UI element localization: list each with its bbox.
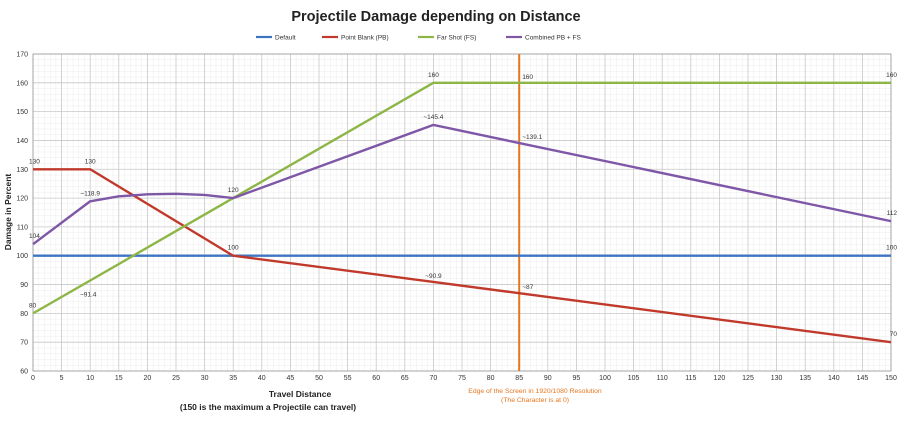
x-tick-label: 30 [201, 375, 209, 382]
x-tick-label: 40 [258, 375, 266, 382]
x-tick-label: 90 [544, 375, 552, 382]
y-tick-label: 160 [16, 80, 28, 87]
x-tick-label: 115 [685, 375, 696, 382]
x-tick-label: 110 [657, 375, 668, 382]
data-label: ~87 [522, 284, 533, 291]
legend-label: Far Shot (FS) [437, 35, 476, 42]
data-label: 112 [887, 210, 898, 217]
y-tick-label: 120 [16, 196, 28, 203]
x-tick-label: 45 [287, 375, 295, 382]
x-tick-label: 10 [86, 375, 94, 382]
y-tick-label: 70 [20, 340, 28, 347]
data-label: 70 [890, 331, 898, 338]
x-tick-label: 20 [144, 375, 152, 382]
x-tick-label: 145 [857, 375, 869, 382]
x-tick-label: 60 [372, 375, 380, 382]
x-tick-label: 95 [573, 375, 581, 382]
data-label: 100 [886, 245, 897, 252]
series-line-4 [32, 123, 892, 246]
series-line-3 [32, 81, 891, 315]
data-label: 160 [428, 72, 439, 79]
x-tick-label: 25 [172, 375, 180, 382]
x-tick-label: 0 [31, 375, 35, 382]
plot-border [32, 53, 892, 372]
legend-label: Default [275, 35, 296, 42]
data-label: 100 [228, 245, 239, 252]
data-label: 160 [522, 74, 533, 81]
data-label: ~145.4 [423, 114, 443, 121]
data-labels: 130 130 ~118.9 104 ~91.4 80 120 100 160 ~145.4 ~90… [29, 72, 897, 338]
y-tick-label: 130 [16, 167, 28, 174]
y-tick-label: 170 [16, 52, 28, 59]
data-label: ~90.9 [425, 273, 442, 280]
x-tick-label: 140 [828, 375, 840, 382]
data-label: ~139.1 [522, 134, 542, 141]
grid [32, 53, 892, 372]
x-tick-label: 105 [628, 375, 640, 382]
x-tick-label: 150 [885, 375, 897, 382]
series-lines [32, 54, 892, 371]
legend: Default Point Blank (PB) Far Shot (FS) Comb… [256, 35, 581, 42]
x-tick-label: 5 [60, 375, 64, 382]
y-tick-label: 110 [17, 224, 28, 231]
x-tick-label: 100 [599, 375, 611, 382]
x-tick-label: 125 [742, 375, 754, 382]
y-tick-label: 140 [16, 138, 28, 145]
data-label: 80 [29, 302, 37, 309]
y-tick-label: 100 [16, 253, 28, 260]
y-tick-label: 150 [16, 109, 28, 116]
series-line-2 [33, 168, 892, 344]
axis-ticks: 0 5 10 15 20 25 30 35 40 45 50 55 60 65 70 75 80 85 90 95 10… [16, 52, 897, 383]
data-label: 130 [85, 158, 96, 165]
x-tick-label: 15 [115, 375, 123, 382]
y-tick-label: 90 [20, 282, 28, 289]
x-tick-label: 35 [229, 375, 237, 382]
y-tick-label: 60 [20, 369, 28, 376]
data-label: 104 [29, 233, 40, 240]
x-tick-label: 50 [315, 375, 323, 382]
legend-label: Combined PB + FS [525, 35, 581, 42]
y-axis-title: Damage in Percent [3, 174, 13, 251]
x-tick-label: 75 [458, 375, 466, 382]
x-axis-title: Travel Distance [269, 389, 332, 399]
y-tick-label: 80 [20, 311, 28, 318]
data-label: 130 [29, 158, 40, 165]
marker-label-line2: (The Character is at 0) [501, 397, 569, 404]
data-label: ~118.9 [80, 190, 100, 197]
data-label: ~91.4 [80, 292, 97, 299]
data-label: 160 [886, 72, 897, 79]
x-tick-label: 130 [771, 375, 783, 382]
x-tick-label: 70 [430, 375, 438, 382]
x-tick-label: 135 [799, 375, 811, 382]
x-tick-label: 80 [487, 375, 495, 382]
x-tick-label: 85 [515, 375, 523, 382]
chart-title: Projectile Damage depending on Distance [291, 9, 580, 25]
marker-label-line1: Edge of the Screen in 1920/1080 Resoluti… [468, 388, 602, 395]
x-axis-note: (150 is the maximum a Projectile can tra… [180, 402, 356, 412]
x-tick-label: 120 [714, 375, 726, 382]
x-tick-label: 55 [344, 375, 352, 382]
data-label: 120 [228, 187, 239, 194]
x-tick-label: 65 [401, 375, 409, 382]
legend-label: Point Blank (PB) [341, 35, 389, 42]
